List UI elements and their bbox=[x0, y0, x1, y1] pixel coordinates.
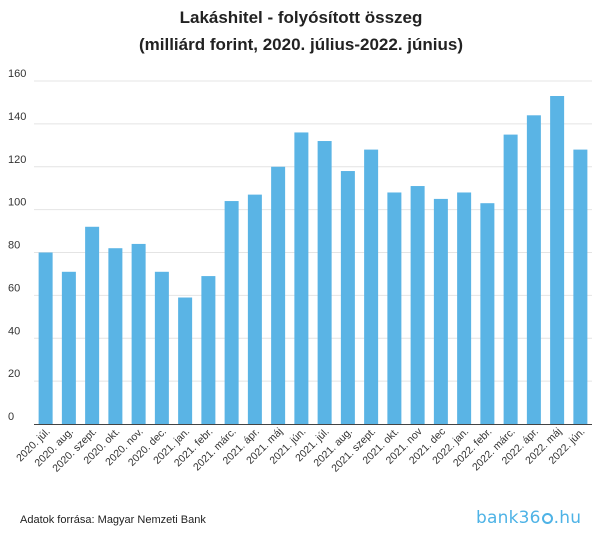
bank360-logo: bank36 .hu bbox=[476, 508, 582, 528]
data-source-note: Adatok forrása: Magyar Nemzeti Bank bbox=[20, 514, 206, 526]
bar bbox=[247, 194, 262, 424]
y-tick-label: 100 bbox=[8, 197, 26, 209]
bar bbox=[364, 149, 379, 424]
bar bbox=[61, 271, 76, 424]
bar bbox=[154, 271, 169, 424]
bar bbox=[433, 198, 448, 424]
bar bbox=[340, 171, 355, 424]
y-tick-label: 20 bbox=[8, 368, 20, 380]
bar bbox=[201, 276, 216, 424]
y-tick-label: 0 bbox=[8, 411, 14, 423]
bar bbox=[178, 297, 193, 424]
bar bbox=[480, 203, 495, 424]
bar bbox=[387, 192, 402, 424]
chart-title-line1: Lakáshitel - folyósított összeg bbox=[179, 8, 423, 27]
bar bbox=[131, 243, 146, 424]
bar bbox=[224, 201, 239, 424]
bar bbox=[38, 252, 53, 424]
y-tick-label: 140 bbox=[8, 111, 26, 123]
y-tick-label: 40 bbox=[8, 325, 20, 337]
y-tick-label: 60 bbox=[8, 282, 20, 294]
chart-title-line2: (milliárd forint, 2020. július-2022. jún… bbox=[138, 35, 464, 54]
bar bbox=[550, 96, 565, 424]
bar bbox=[271, 166, 286, 424]
y-tick-label: 80 bbox=[8, 240, 20, 252]
y-tick-label: 120 bbox=[8, 154, 26, 166]
bar bbox=[108, 248, 123, 424]
bar bbox=[503, 134, 518, 424]
logo-ring-icon bbox=[541, 513, 553, 524]
bar bbox=[573, 149, 588, 424]
y-tick-label: 160 bbox=[8, 68, 26, 80]
bar bbox=[85, 226, 100, 424]
bar bbox=[410, 186, 425, 424]
bar bbox=[526, 115, 541, 425]
bar bbox=[317, 141, 332, 424]
bar bbox=[457, 192, 472, 424]
bar bbox=[294, 132, 309, 424]
